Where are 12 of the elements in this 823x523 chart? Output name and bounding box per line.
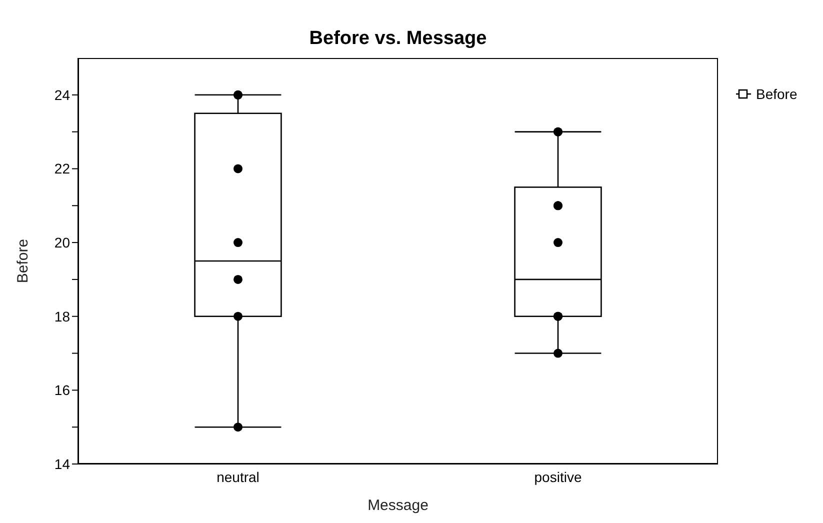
x-tick-label: neutral — [216, 468, 260, 485]
y-tick-label: 20 — [54, 234, 70, 251]
chart-title: Before vs. Message — [308, 28, 488, 50]
x-tick-label: positive — [534, 468, 582, 485]
y-tick-label: 22 — [54, 160, 70, 177]
y-tick-label: 16 — [54, 382, 70, 398]
y-axis-title: Before — [14, 238, 32, 284]
x-axis-title: Message — [368, 497, 428, 514]
legend-label: Before — [756, 86, 798, 102]
y-tick-label: 14 — [54, 456, 70, 472]
y-tick-label: 24 — [54, 86, 70, 103]
y-tick-label: 18 — [54, 308, 70, 324]
